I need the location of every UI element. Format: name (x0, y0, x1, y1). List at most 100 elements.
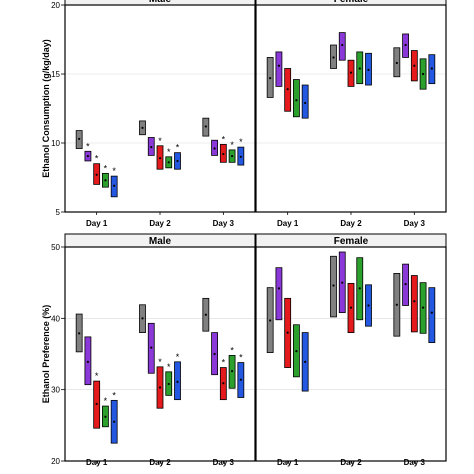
consumption-male-mean-point (113, 184, 116, 187)
preference-male-mean-point (167, 382, 170, 386)
consumption-y-axis-label: Ethanol Consumption (g/kg/day) (41, 39, 51, 178)
consumption-male-mean-point (176, 159, 179, 163)
preference-y-tick-label: 40 (51, 314, 60, 323)
preference-male-mean-point (95, 402, 98, 406)
preference-y-tick-label: 20 (51, 457, 60, 466)
consumption-female-box (275, 51, 283, 87)
preference-male-mean-point (239, 378, 242, 381)
preference-y-tick-label: 50 (51, 243, 60, 252)
consumption-male-mean-point (150, 146, 153, 149)
consumption-female-mean-point (421, 72, 425, 76)
preference-female-mean-point (341, 281, 344, 284)
consumption-female-mean-point (349, 71, 353, 74)
preference-male-mean-point (158, 386, 162, 389)
preference-male-mean-point (213, 352, 216, 356)
consumption-male-significance-star: * (230, 140, 234, 150)
preference-female-box (410, 275, 418, 333)
consumption-male-significance-star: * (176, 143, 180, 153)
consumption-male-significance-star: * (95, 154, 99, 164)
consumption-female-mean-point (430, 67, 433, 70)
preference-female-mean-point (349, 306, 353, 309)
consumption-male-mean-point (222, 152, 225, 156)
preference-female-box (275, 267, 283, 321)
consumption-female-mean-point (332, 56, 335, 59)
consumption-male-significance-star: * (158, 136, 162, 146)
consumption-male-mean-point (230, 155, 234, 158)
preference-male-mean-point (150, 346, 153, 349)
preference-male-significance-star: * (158, 357, 162, 367)
consumption-female-mean-point (277, 64, 281, 67)
preference-male-mean-point (222, 382, 225, 385)
preference-male-significance-star: * (176, 352, 180, 362)
consumption-female-mean-point (341, 43, 344, 47)
preference-female-mean-point (430, 311, 433, 314)
consumption-male-significance-star: * (104, 163, 108, 173)
consumption-female-strip-label: Female (334, 0, 369, 5)
consumption-male-significance-star: * (112, 166, 116, 176)
consumption-male-mean-point (158, 157, 162, 160)
preference-male-significance-star: * (239, 353, 243, 363)
preference-male-significance-star: * (167, 362, 171, 372)
preference-male-x-tick-label: Day 1 (86, 458, 108, 467)
consumption-plot: Ethanol Consumption (g/kg/day) 5 10 15 20 Mal… (41, 0, 447, 228)
consumption-female-mean-point (367, 68, 370, 71)
consumption-male-mean-point (86, 155, 90, 158)
preference-female-mean-point (404, 282, 407, 286)
preference-male-mean-point (230, 370, 234, 373)
preference-male-x-tick-label: Day 2 (149, 458, 171, 467)
consumption-female-mean-point (358, 67, 361, 70)
preference-female-mean-point (277, 287, 281, 290)
consumption-male-mean-point (78, 137, 81, 140)
consumption-female-mean-point (304, 101, 307, 105)
preference-female-mean-point (358, 287, 361, 290)
consumption-male-mean-point (104, 179, 107, 182)
consumption-male-significance-star: * (86, 141, 90, 151)
preference-male-significance-star: * (230, 345, 234, 355)
consumption-male-mean-point (167, 161, 170, 164)
consumption-female-mean-point (286, 88, 289, 91)
preference-male-significance-star: * (222, 358, 226, 368)
consumption-male-strip-label: Male (149, 0, 172, 5)
preference-male-significance-star: * (104, 396, 108, 406)
consumption-male-significance-star: * (239, 137, 243, 147)
preference-male-mean-point (113, 420, 116, 423)
preference-male-mean-point (204, 313, 207, 316)
consumption-female-x-tick-label: Day 2 (340, 219, 362, 228)
consumption-male-significance-star: * (222, 134, 226, 144)
preference-male-x-tick-label: Day 3 (213, 458, 235, 467)
preference-male-panel-frame (64, 246, 256, 462)
consumption-male-mean-point (204, 125, 207, 128)
preference-plot: Ethanol Preference (%) 20 30 40 50 Male Day 1 *… (41, 233, 447, 467)
consumption-female-mean-point (269, 77, 272, 80)
preference-female-mean-point (395, 303, 398, 306)
preference-female-mean-point (286, 331, 289, 334)
preference-female-strip-label: Female (334, 236, 369, 247)
consumption-male-significance-star: * (167, 147, 171, 157)
consumption-female-box (338, 32, 346, 61)
consumption-y-tick-label: 15 (51, 70, 60, 79)
consumption-female-mean-point (395, 61, 398, 65)
preference-male-mean-point (104, 415, 107, 418)
preference-female-x-tick-label: Day 2 (340, 458, 362, 467)
consumption-male-x-tick-label: Day 1 (86, 219, 108, 228)
preference-male-significance-star: * (112, 390, 116, 400)
preference-female-mean-point (332, 284, 335, 287)
consumption-y-tick-label: 10 (51, 139, 60, 148)
consumption-male-x-tick-label: Day 3 (213, 219, 235, 228)
consumption-female-mean-point (404, 43, 407, 47)
consumption-y-tick-label: 5 (56, 208, 61, 217)
consumption-male-x-tick-label: Day 2 (149, 219, 171, 228)
preference-female-mean-point (304, 360, 307, 363)
preference-male-mean-point (78, 332, 81, 335)
consumption-female-box (301, 84, 309, 119)
preference-male-mean-point (86, 360, 90, 363)
preference-male-mean-point (176, 380, 179, 383)
preference-female-mean-point (367, 304, 370, 307)
consumption-male-mean-point (239, 155, 242, 158)
preference-female-mean-point (413, 300, 416, 303)
consumption-female-x-tick-label: Day 1 (277, 219, 299, 228)
preference-y-tick-label: 30 (51, 386, 60, 395)
preference-male-mean-point (141, 317, 144, 320)
preference-female-mean-point (269, 319, 272, 322)
